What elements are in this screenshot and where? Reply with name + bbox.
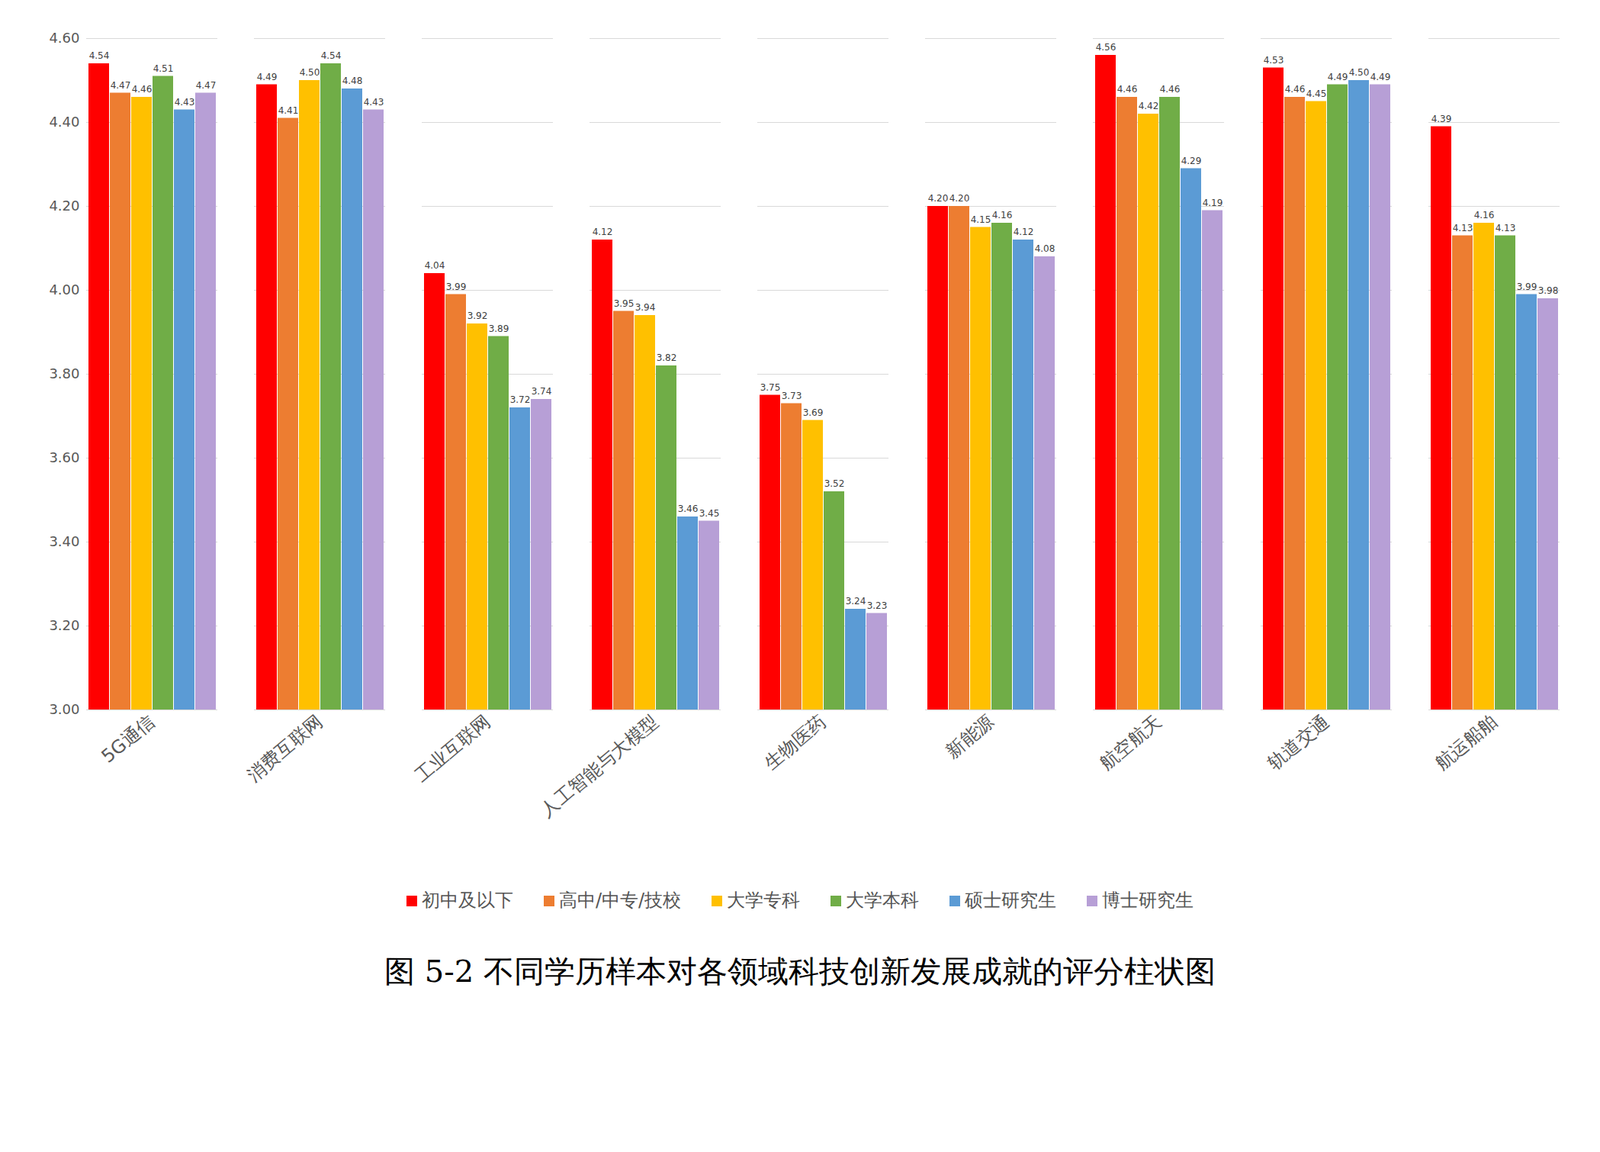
svg-text:3.92: 3.92: [467, 310, 489, 322]
svg-text:4.46: 4.46: [1285, 83, 1306, 95]
svg-text:4.53: 4.53: [1263, 54, 1285, 66]
svg-text:3.95: 3.95: [613, 298, 635, 309]
svg-text:3.20: 3.20: [48, 616, 80, 633]
svg-text:3.45: 3.45: [699, 507, 720, 519]
svg-text:4.54: 4.54: [321, 50, 342, 62]
svg-text:4.13: 4.13: [1495, 222, 1517, 234]
svg-text:4.47: 4.47: [110, 80, 132, 91]
svg-text:生物医药: 生物医药: [760, 710, 831, 775]
svg-text:4.45: 4.45: [1306, 88, 1327, 100]
svg-text:4.40: 4.40: [48, 113, 80, 130]
svg-text:4.20: 4.20: [928, 192, 949, 204]
svg-text:4.49: 4.49: [1370, 71, 1392, 83]
svg-text:4.12: 4.12: [592, 226, 614, 238]
svg-text:4.15: 4.15: [970, 214, 992, 225]
svg-text:轨道交通: 轨道交通: [1263, 710, 1334, 775]
svg-text:4.20: 4.20: [949, 192, 971, 204]
svg-text:3.80: 3.80: [48, 365, 80, 382]
svg-text:3.99: 3.99: [446, 281, 467, 293]
svg-text:3.72: 3.72: [510, 394, 531, 405]
svg-text:4.39: 4.39: [1431, 113, 1453, 125]
svg-text:4.16: 4.16: [1474, 209, 1495, 221]
html-text:大学专科: 大学专科: [726, 889, 801, 911]
svg-text:3.94: 3.94: [635, 302, 656, 313]
svg-text:4.50: 4.50: [1349, 67, 1370, 78]
svg-text:3.89: 3.89: [488, 323, 510, 335]
svg-text:4.49: 4.49: [257, 71, 278, 83]
svg-text:3.82: 3.82: [656, 352, 678, 364]
svg-text:3.99: 3.99: [1516, 281, 1538, 293]
svg-text:4.12: 4.12: [1013, 226, 1035, 238]
svg-text:航运船舶: 航运船舶: [1431, 710, 1502, 775]
svg-text:3.24: 3.24: [845, 595, 867, 607]
svg-text:4.20: 4.20: [48, 197, 80, 214]
svg-text:4.42: 4.42: [1138, 100, 1160, 112]
svg-text:4.43: 4.43: [363, 96, 385, 108]
svg-text:4.16: 4.16: [992, 209, 1013, 221]
svg-text:4.49: 4.49: [1327, 71, 1349, 83]
svg-text:5G通信: 5G通信: [97, 710, 160, 768]
svg-text:3.75: 3.75: [760, 382, 781, 393]
svg-text:4.19: 4.19: [1202, 197, 1224, 209]
svg-text:新能源: 新能源: [941, 710, 998, 763]
svg-text:4.51: 4.51: [153, 63, 174, 74]
svg-text:消费互联网: 消费互联网: [242, 710, 327, 787]
svg-text:3.46: 3.46: [677, 503, 699, 515]
svg-text:4.54: 4.54: [89, 50, 110, 62]
svg-text:工业互联网: 工业互联网: [410, 710, 495, 787]
svg-text:4.48: 4.48: [342, 75, 364, 87]
svg-text:3.74: 3.74: [531, 385, 553, 397]
svg-text:4.13: 4.13: [1452, 222, 1474, 234]
svg-text:4.04: 4.04: [424, 260, 446, 271]
svg-text:3.60: 3.60: [48, 449, 80, 466]
svg-text:4.08: 4.08: [1034, 243, 1056, 254]
svg-text:3.00: 3.00: [48, 700, 80, 717]
html-text:博士研究生: 博士研究生: [1102, 889, 1194, 911]
svg-text:4.29: 4.29: [1181, 155, 1202, 167]
svg-text:4.56: 4.56: [1095, 41, 1117, 53]
svg-text:4.43: 4.43: [174, 96, 196, 108]
svg-text:3.52: 3.52: [824, 478, 845, 489]
svg-text:3.98: 3.98: [1538, 285, 1559, 296]
svg-text:3.23: 3.23: [867, 600, 888, 611]
svg-text:4.60: 4.60: [48, 29, 80, 46]
svg-text:4.47: 4.47: [195, 80, 217, 91]
svg-text:4.41: 4.41: [278, 105, 299, 116]
svg-text:4.00: 4.00: [48, 281, 80, 298]
svg-text:4.46: 4.46: [1117, 83, 1138, 95]
html-text:图 5-2 不同学历样本对各领域科技创新发展成就的评分柱状图: 图 5-2 不同学历样本对各领域科技创新发展成就的评分柱状图: [384, 953, 1216, 989]
svg-text:3.69: 3.69: [803, 407, 824, 418]
html-text:高中/中专/技校: 高中/中专/技校: [558, 889, 682, 911]
svg-text:4.50: 4.50: [299, 67, 321, 78]
svg-text:航空航天: 航空航天: [1095, 710, 1167, 775]
svg-text:3.40: 3.40: [48, 533, 80, 550]
html-text:大学本科: 大学本科: [845, 889, 920, 911]
svg-text:4.46: 4.46: [1159, 83, 1181, 95]
html-text:初中及以下: 初中及以下: [421, 889, 514, 911]
html-text:硕士研究生: 硕士研究生: [964, 889, 1057, 911]
svg-text:4.46: 4.46: [131, 83, 153, 95]
svg-text:3.73: 3.73: [781, 390, 803, 402]
svg-text:人工智能与大模型: 人工智能与大模型: [536, 710, 662, 822]
